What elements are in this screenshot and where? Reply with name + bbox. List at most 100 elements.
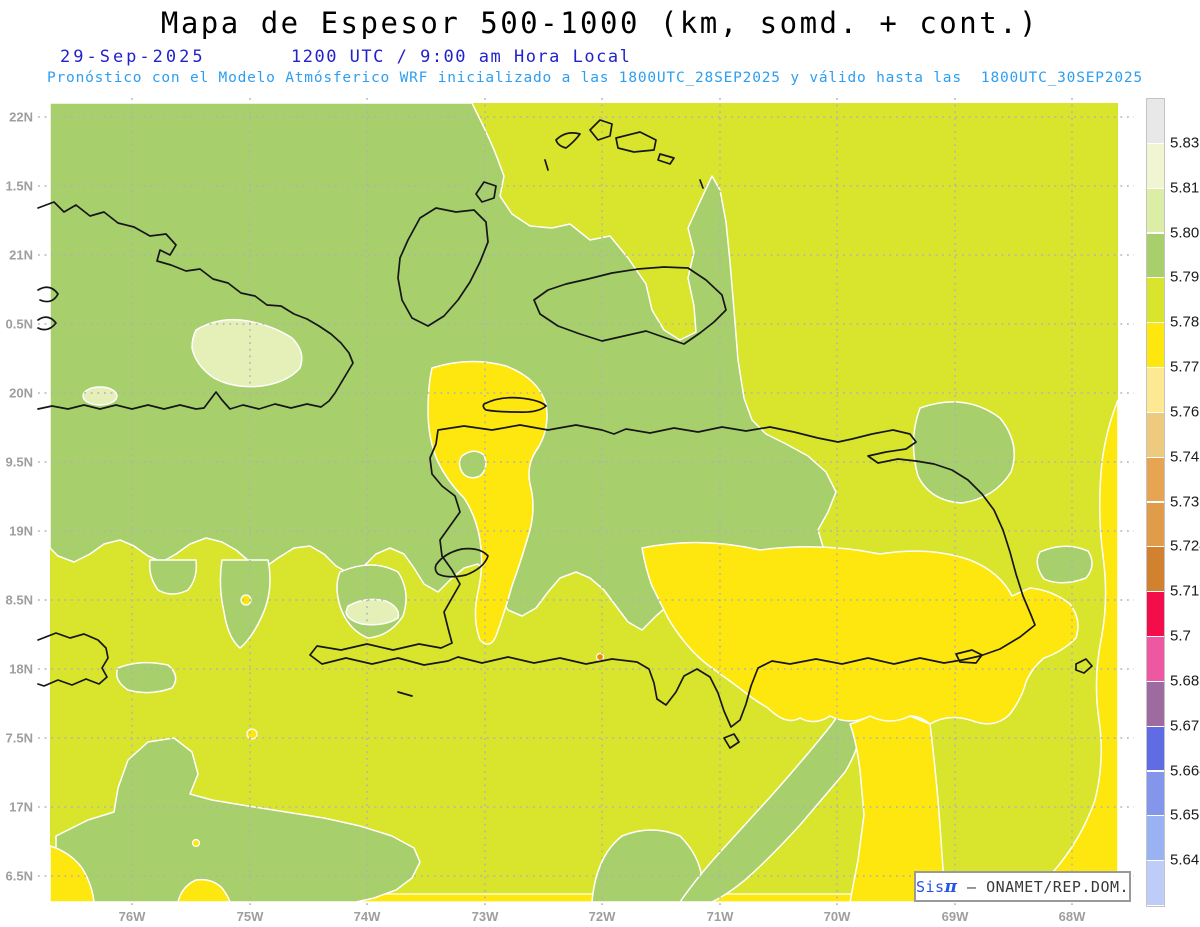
coastline-turks-islet-4 — [555, 132, 581, 149]
colorbar-segment-9 — [1147, 502, 1164, 547]
field-band-yellow-windward — [427, 360, 548, 645]
colorbar-label-5.772: 5.772 — [1170, 358, 1200, 376]
colorbar-label-5.736: 5.736 — [1170, 493, 1200, 510]
field-band-green-sw-blob — [55, 737, 421, 902]
colorbar-segment-0 — [1147, 99, 1164, 143]
colorbar-label-5.712: 5.712 — [1170, 582, 1200, 600]
lon-tick-69W: 69W — [941, 909, 969, 924]
pi-symbol: π — [944, 876, 958, 897]
lon-tick-71W: 71W — [706, 909, 734, 924]
valid-time: 1200 UTC / 9:00 am Hora Local — [291, 47, 632, 67]
coastline-cuba-bay-2 — [37, 316, 57, 331]
colorbar-label-5.724: 5.724 — [1170, 537, 1200, 555]
coastline-bank — [533, 266, 727, 345]
colorbar-label-5.807: 5.807 — [1170, 224, 1200, 241]
colorbar-label-5.664: 5.664 — [1170, 762, 1200, 779]
colorbar-label-5.819: 5.819 — [1170, 179, 1200, 197]
colorbar-segment-4 — [1147, 278, 1164, 323]
thickness-field — [50, 103, 1118, 902]
credit-label: – ONAMET/REP.DOM. — [957, 877, 1130, 896]
colorbar-segment-2 — [1147, 188, 1164, 233]
lat-tick-0.5N: 0.5N — [5, 316, 33, 332]
colorbar-label-5.783: 5.783 — [1170, 313, 1200, 331]
field-band-green-jamaica-patch — [116, 661, 177, 694]
field-band-yellow-east-strip — [1012, 399, 1118, 902]
coastline-cay-2 — [699, 179, 704, 189]
field-spot-yellow-3 — [191, 838, 201, 848]
colorbar-label-5.652: 5.652 — [1170, 806, 1200, 824]
field-band-pale-cuba-2 — [82, 386, 118, 406]
lon-tick-70W: 70W — [823, 909, 851, 924]
field-band-pale-haiti — [345, 598, 400, 626]
lat-tick-7.5N: 7.5N — [5, 730, 33, 746]
lon-tick-74W: 74W — [353, 909, 381, 924]
lon-tick-76W: 76W — [118, 909, 146, 924]
colorbar — [1146, 98, 1165, 907]
field-band-yellow-sw-gap — [177, 878, 231, 902]
page-title: Mapa de Espesor 500-1000 (km, somd. + co… — [160, 6, 1040, 40]
coastline-hispaniola — [309, 424, 1036, 728]
lon-tick-68W: 68W — [1058, 909, 1086, 924]
lat-tick-17N: 17N — [9, 799, 33, 815]
colorbar-segment-11 — [1147, 592, 1164, 636]
colorbar-segment-7 — [1147, 412, 1164, 457]
coastlines — [37, 119, 1093, 749]
colorbar-segment-1 — [1147, 143, 1164, 188]
field-band-yellow-sw-corner — [50, 845, 95, 902]
coastline-jamaica — [37, 632, 109, 687]
graticule — [38, 98, 1134, 908]
colorbar-segment-5 — [1147, 323, 1164, 367]
colorbar-segment-14 — [1147, 726, 1164, 771]
coastline-turks-islet-3 — [657, 153, 675, 165]
colorbar-label-5.64: 5.64 — [1170, 851, 1200, 869]
coastline-cay-3 — [397, 691, 413, 697]
colorbar-segment-10 — [1147, 547, 1164, 592]
coastline-little-inagua — [475, 181, 497, 203]
colorbar-segment-16 — [1147, 816, 1164, 861]
lon-tick-73W: 73W — [471, 909, 499, 924]
colorbar-label-5.748: 5.748 — [1170, 448, 1200, 466]
lon-tick-75W: 75W — [236, 909, 264, 924]
credit-box: Sis π – ONAMET/REP.DOM. — [914, 871, 1131, 902]
coastline-great-inagua — [397, 207, 489, 327]
coastline-tortuga — [482, 396, 547, 413]
lat-tick-9.5N: 9.5N — [5, 454, 33, 470]
colorbar-label-5.795: 5.795 — [1170, 268, 1200, 286]
coastline-turks-islet-1 — [589, 119, 613, 141]
field-band-yellow-south-dr — [641, 541, 1079, 902]
coastline-gonave — [434, 547, 489, 578]
colorbar-segment-17 — [1147, 861, 1164, 905]
colorbar-label-5.76: 5.76 — [1170, 403, 1200, 421]
colorbar-label-5.676: 5.676 — [1170, 717, 1200, 735]
colorbar-segment-3 — [1147, 233, 1164, 278]
valid-date: 29-Sep-2025 — [60, 47, 206, 67]
colorbar-segment-13 — [1147, 681, 1164, 726]
lat-tick-18N: 18N — [9, 661, 33, 677]
coastline-turks-islet-2 — [615, 131, 657, 153]
lat-tick-8.5N: 8.5N — [5, 592, 33, 608]
colorbar-label-5.7: 5.7 — [1170, 627, 1191, 645]
lat-tick-6.5N: 6.5N — [5, 868, 33, 884]
colorbar-segment-15 — [1147, 771, 1164, 816]
coastline-cuba — [37, 201, 354, 410]
coastline-mona — [1075, 658, 1093, 674]
lat-tick-21N: 21N — [9, 247, 33, 263]
forecast-note: Pronóstico con el Modelo Atmósferico WRF… — [47, 70, 1143, 86]
colorbar-segment-8 — [1147, 457, 1164, 502]
coastline-beata — [723, 733, 740, 749]
colorbar-label-5.688: 5.688 — [1170, 672, 1200, 690]
field-band-yellow-bottom-strip — [50, 893, 1118, 902]
field-band-green-east-lobe — [912, 401, 1015, 504]
coastline-cuba-bay-1 — [37, 286, 59, 303]
colorbar-label-5.831: 5.831 — [1170, 134, 1200, 152]
field-band-green-hole — [458, 450, 487, 479]
lat-tick-19N: 19N — [9, 523, 33, 539]
colorbar-segment-12 — [1147, 637, 1164, 681]
field-band-green-mid-band-2 — [148, 559, 198, 595]
coastline-cay-1 — [544, 159, 549, 171]
lon-tick-72W: 72W — [588, 909, 616, 924]
colorbar-segment-6 — [1147, 368, 1164, 412]
field-spot-yellow-2 — [246, 728, 258, 740]
lat-tick-1.5N: 1.5N — [5, 178, 33, 194]
